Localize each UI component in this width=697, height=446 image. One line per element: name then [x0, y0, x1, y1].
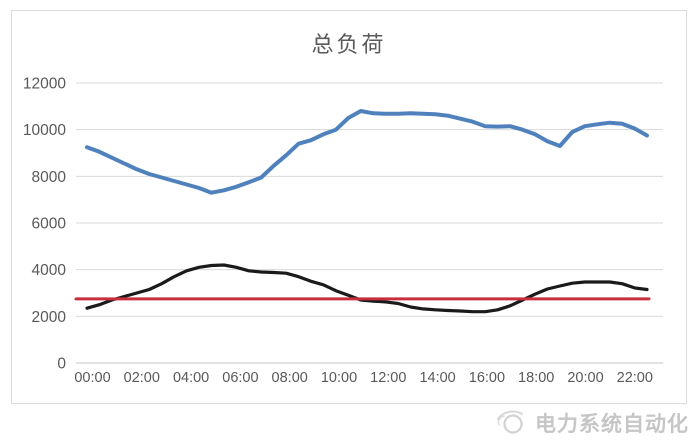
x-axis-tick-label: 10:00: [321, 370, 357, 386]
x-axis-tick-label: 18:00: [518, 370, 554, 386]
x-axis-tick-label: 02:00: [124, 370, 160, 386]
x-axis-tick-label: 06:00: [222, 370, 258, 386]
x-axis-tick-label: 08:00: [272, 370, 308, 386]
x-axis-tick-label: 22:00: [617, 370, 653, 386]
y-axis-tick-label: 2000: [32, 309, 67, 326]
watermark: 电力系统自动化: [494, 402, 689, 444]
blue-load-line: [85, 109, 649, 195]
black-load-line: [85, 263, 649, 314]
watermark-text: 电力系统自动化: [535, 413, 689, 436]
y-axis-tick-label: 0: [57, 356, 66, 373]
x-axis-tick-label: 04:00: [173, 370, 209, 386]
y-axis-tick-label: 10000: [23, 122, 66, 139]
y-axis-tick-label: 8000: [32, 169, 67, 186]
x-axis-tick-label: 20:00: [567, 370, 603, 386]
chart-title: 总负荷: [311, 32, 387, 57]
swoosh-globe-icon: [497, 410, 523, 434]
y-axis-tick-label: 6000: [32, 216, 67, 233]
y-axis-tick-label: 4000: [32, 262, 67, 279]
x-axis-tick-label: 14:00: [419, 370, 455, 386]
chart-panel: 总负荷 0 2000 4000 6000 8000 10000 12000 00:00 02:0…: [11, 10, 687, 404]
load-chart: 0 2000 4000 6000 8000 10000 12000 00:00 02:00 04:…: [23, 76, 663, 386]
x-axis-tick-label: 00:00: [74, 370, 110, 386]
y-axis-tick-label: 12000: [23, 76, 66, 93]
x-axis-tick-label: 12:00: [370, 370, 406, 386]
x-axis-tick-label: 16:00: [469, 370, 505, 386]
